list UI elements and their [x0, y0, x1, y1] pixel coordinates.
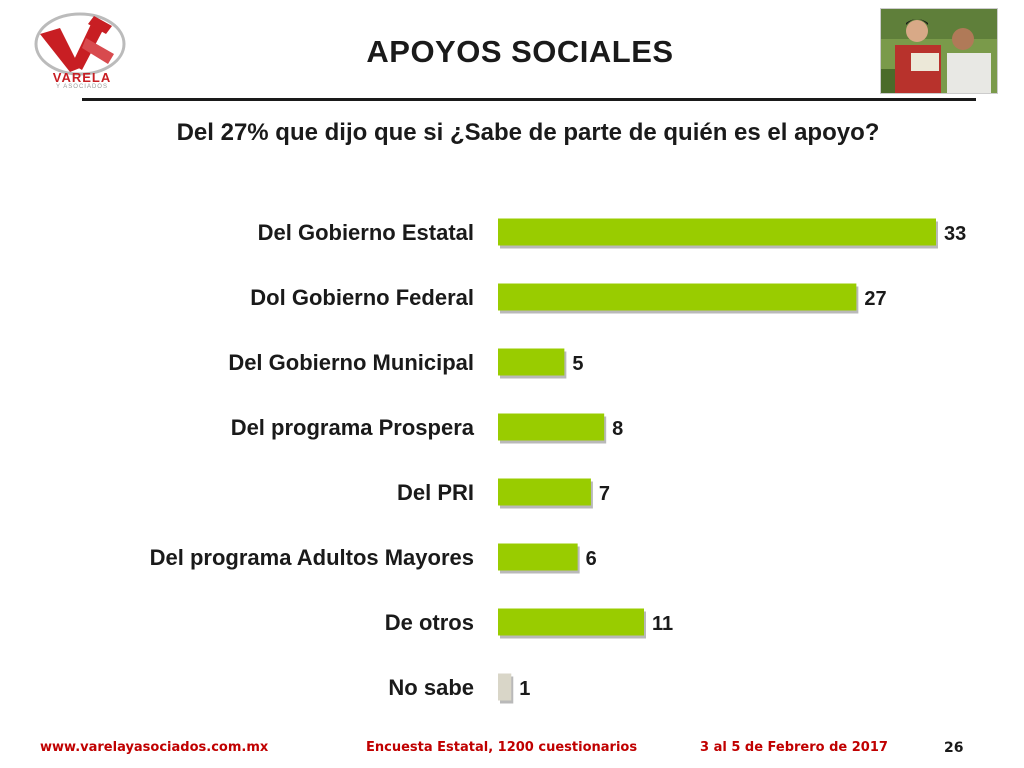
bar-shadow — [500, 286, 859, 314]
bar — [498, 543, 578, 571]
footer-date: 3 al 5 de Febrero de 2017 — [700, 740, 888, 755]
category-label: Del PRI — [397, 480, 474, 505]
bar-shadow — [500, 351, 567, 379]
category-label: Del Gobierno Estatal — [258, 220, 474, 245]
footer-website: www.varelayasociados.com.mx — [40, 740, 269, 755]
value-label: 11 — [652, 613, 673, 635]
value-label: 1 — [519, 678, 530, 700]
value-label: 5 — [572, 353, 583, 375]
logo-text: VARELA — [52, 70, 112, 85]
logo-subtext: Y ASOCIADOS — [56, 84, 108, 90]
bar-shadow — [500, 416, 607, 444]
bar — [498, 673, 512, 701]
bar — [498, 348, 565, 376]
bar-shadow — [500, 676, 514, 704]
page-number: 26 — [944, 740, 964, 756]
value-label: 33 — [944, 223, 966, 245]
category-label: Del programa Adultos Mayores — [150, 545, 474, 570]
bar — [498, 413, 605, 441]
value-label: 6 — [586, 548, 597, 570]
value-label: 7 — [599, 483, 610, 505]
category-label: Del Gobierno Municipal — [228, 350, 474, 375]
value-label: 8 — [612, 418, 623, 440]
category-label: Dol Gobierno Federal — [250, 285, 474, 310]
category-label: Del programa Prospera — [231, 415, 475, 440]
bar — [498, 218, 936, 246]
bar — [498, 478, 591, 506]
bar — [498, 608, 644, 636]
value-label: 27 — [864, 288, 886, 310]
bar-shadow — [500, 481, 593, 509]
bar-shadow — [500, 611, 646, 639]
bar-shadow — [500, 221, 938, 249]
chart-subtitle: Del 27% que dijo que si ¿Sabe de parte d… — [176, 119, 880, 146]
category-label: De otros — [385, 610, 474, 635]
category-label: No sabe — [388, 675, 474, 700]
title-divider — [82, 98, 976, 101]
bar-shadow — [500, 546, 580, 574]
footer-survey-info: Encuesta Estatal, 1200 cuestionarios — [366, 740, 638, 755]
page-title: APOYOS SOCIALES — [366, 34, 674, 69]
varela-logo — [30, 8, 130, 90]
bar — [498, 283, 857, 311]
header-photo — [880, 8, 998, 94]
